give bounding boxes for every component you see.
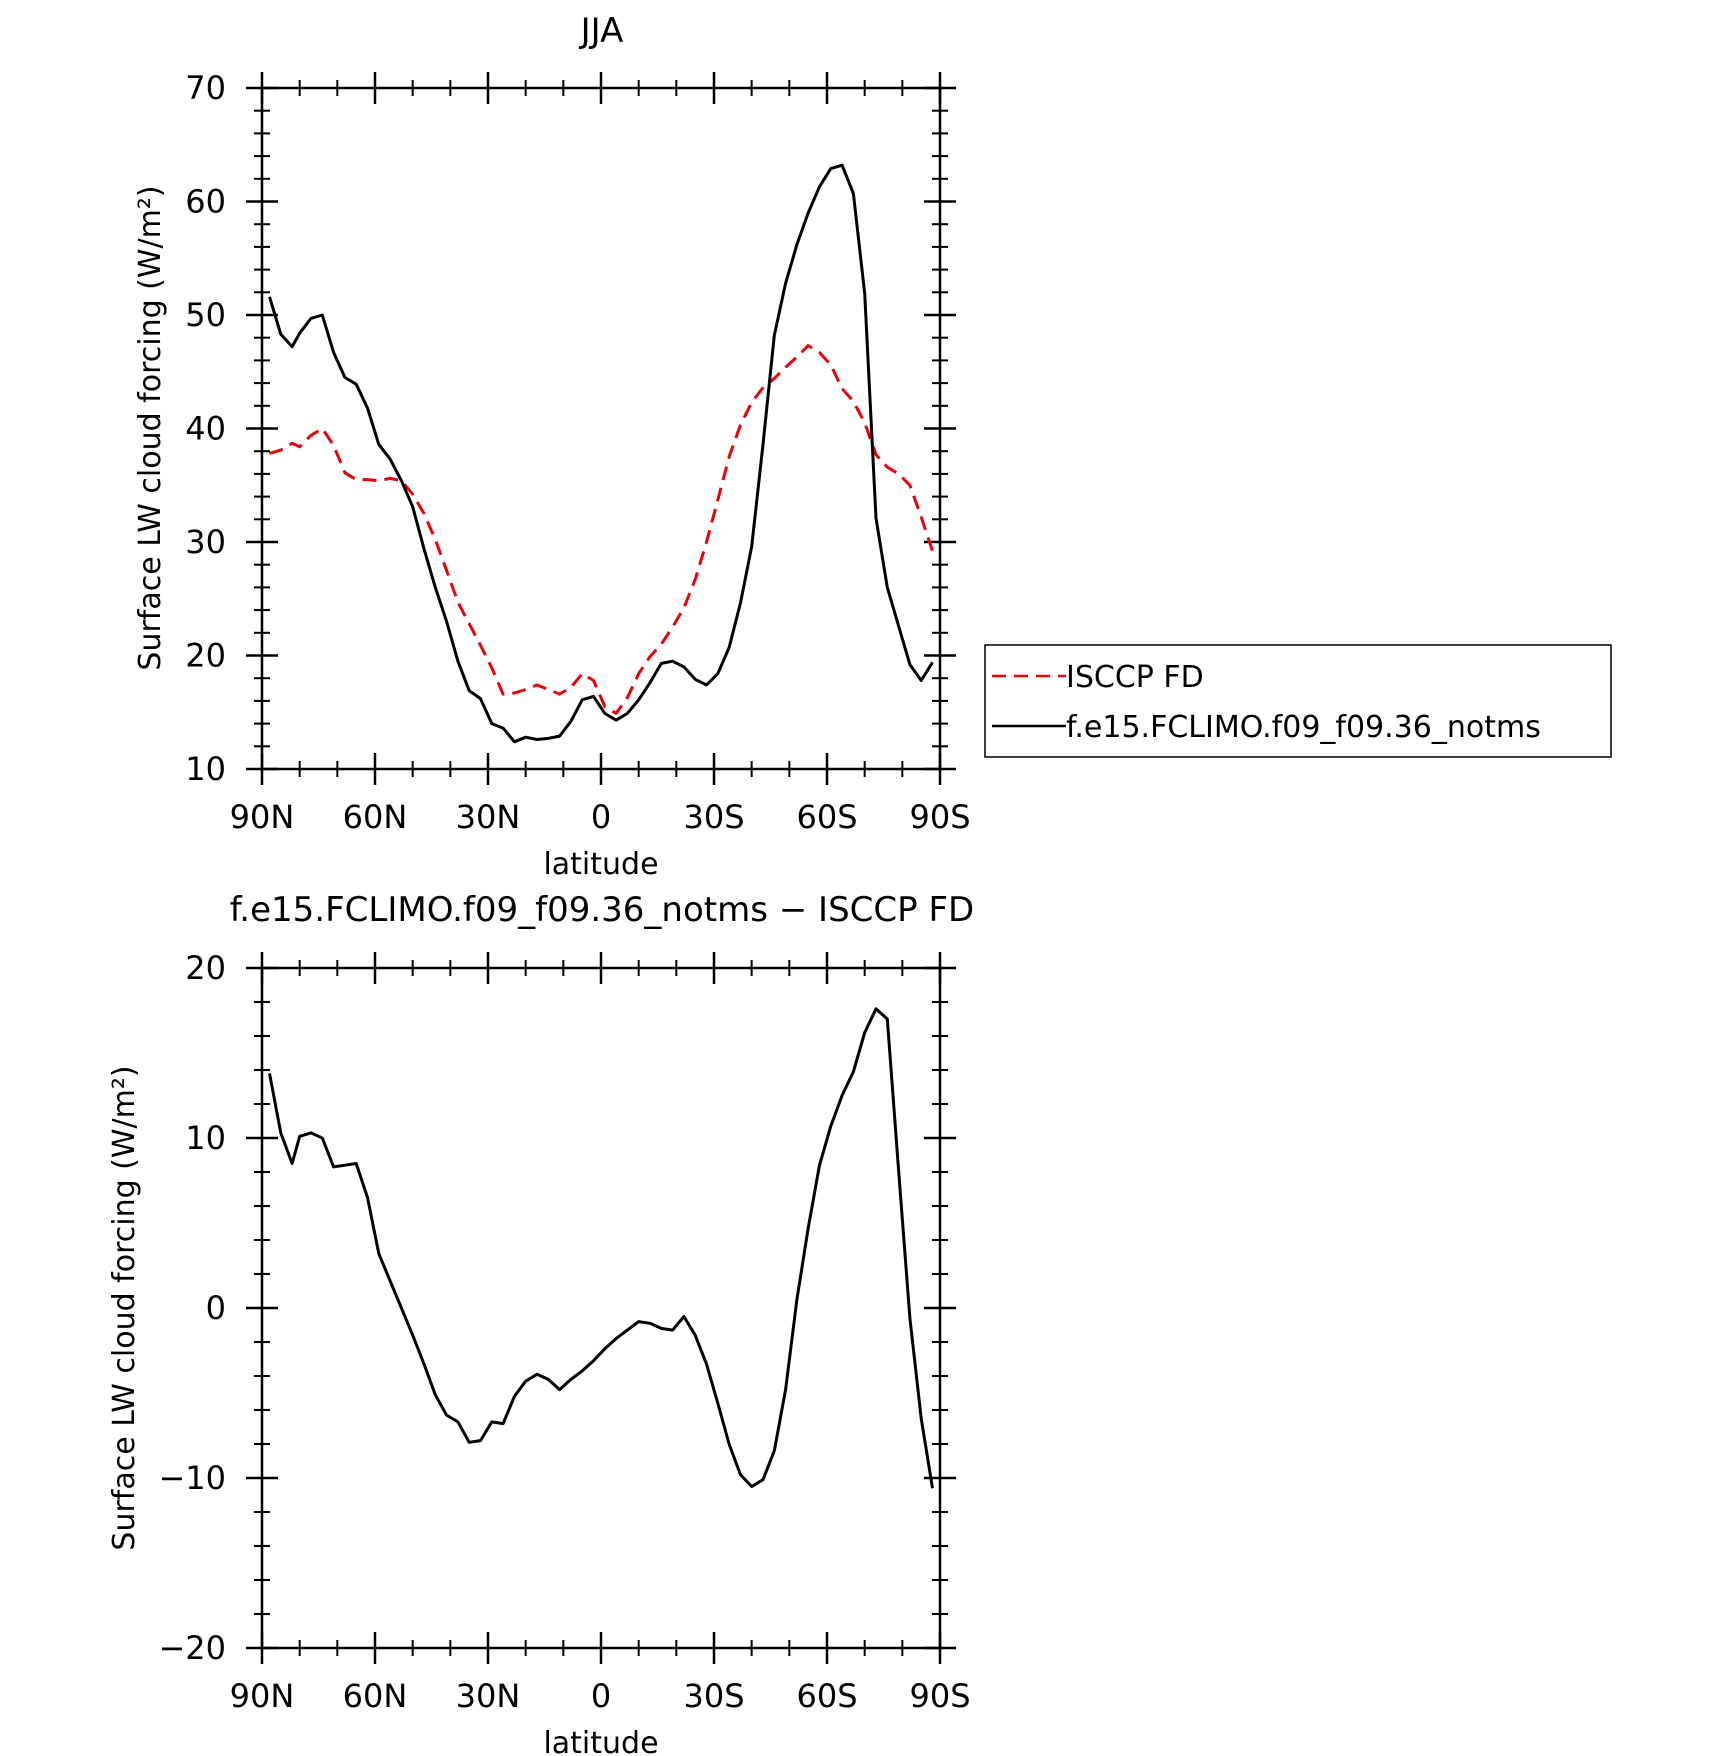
top-chart-panel: JJA 90N 60N 30N 0 30S 60S 90S 10 20 30 40 50 60 70 l… (133, 11, 971, 882)
bottom-chart-panel: f.e15.FCLIMO.f09_f09.36_notms − ISCCP FD… (107, 890, 974, 1756)
bottom-x-tick-label: 30N (456, 1677, 521, 1715)
top-x-tick-label: 90S (909, 798, 970, 836)
top-x-tick-label: 60S (796, 798, 857, 836)
top-x-tick-label: 30N (456, 798, 521, 836)
top-y-tick-label: 60 (185, 183, 226, 221)
bottom-chart-x-tick-labels: 90N 60N 30N 0 30S 60S 90S (230, 1677, 971, 1715)
legend-box (984, 644, 1612, 758)
top-chart-y-tick-labels: 10 20 30 40 50 60 70 (185, 69, 226, 788)
bottom-y-tick-label: 10 (185, 1119, 226, 1157)
top-y-tick-label: 40 (185, 410, 226, 448)
bottom-x-tick-label: 90N (230, 1677, 295, 1715)
bottom-chart-y-tick-labels: −20 −10 0 10 20 (158, 949, 226, 1667)
bottom-x-tick-label: 30S (683, 1677, 744, 1715)
top-chart-plot-frame (260, 86, 942, 771)
top-chart-x-tick-labels: 90N 60N 30N 0 30S 60S 90S (230, 798, 971, 836)
bottom-x-tick-label: 90S (909, 1677, 970, 1715)
bottom-y-tick-label: −10 (158, 1459, 226, 1497)
top-chart-ticks (246, 72, 956, 785)
bottom-chart-lines (268, 1007, 934, 1489)
bottom-x-tick-label: 60N (343, 1677, 408, 1715)
top-x-tick-label: 90N (230, 798, 295, 836)
top-y-tick-label: 50 (185, 296, 226, 334)
bottom-chart-y-axis-label: Surface LW cloud forcing (W/m²) (107, 1065, 142, 1550)
bottom-chart-ticks (246, 952, 956, 1664)
top-x-tick-label: 0 (591, 798, 611, 836)
bottom-chart-title: f.e15.FCLIMO.f09_f09.36_notms − ISCCP FD (230, 890, 974, 930)
top-series-line-0 (269, 344, 934, 715)
bottom-x-tick-label: 0 (591, 1677, 611, 1715)
top-y-tick-label: 70 (185, 69, 226, 107)
bottom-chart-x-axis-label: latitude (543, 1726, 658, 1756)
top-y-tick-label: 10 (185, 750, 226, 788)
top-chart-lines (268, 163, 934, 744)
top-chart-x-axis-label: latitude (543, 847, 658, 882)
top-y-tick-label: 20 (185, 637, 226, 675)
bottom-y-tick-label: 0 (206, 1289, 226, 1327)
legend-label-model: f.e15.FCLIMO.f09_f09.36_notms (1066, 710, 1541, 745)
bottom-y-tick-label: 20 (185, 949, 226, 987)
bottom-series-line-0 (268, 1007, 934, 1489)
top-y-tick-label: 30 (185, 523, 226, 561)
legend-label-isccp-fd: ISCCP FD (1066, 660, 1204, 695)
bottom-x-tick-label: 60S (796, 1677, 857, 1715)
top-chart-y-axis-label: Surface LW cloud forcing (W/m²) (133, 185, 168, 670)
top-x-tick-label: 60N (343, 798, 408, 836)
bottom-chart-plot-frame (260, 966, 942, 1650)
top-chart-legend: ISCCP FD f.e15.FCLIMO.f09_f09.36_notms (984, 644, 1612, 758)
top-chart-title: JJA (579, 11, 624, 51)
top-series-line-1 (268, 163, 934, 744)
top-x-tick-label: 30S (683, 798, 744, 836)
bottom-y-tick-label: −20 (158, 1629, 226, 1667)
